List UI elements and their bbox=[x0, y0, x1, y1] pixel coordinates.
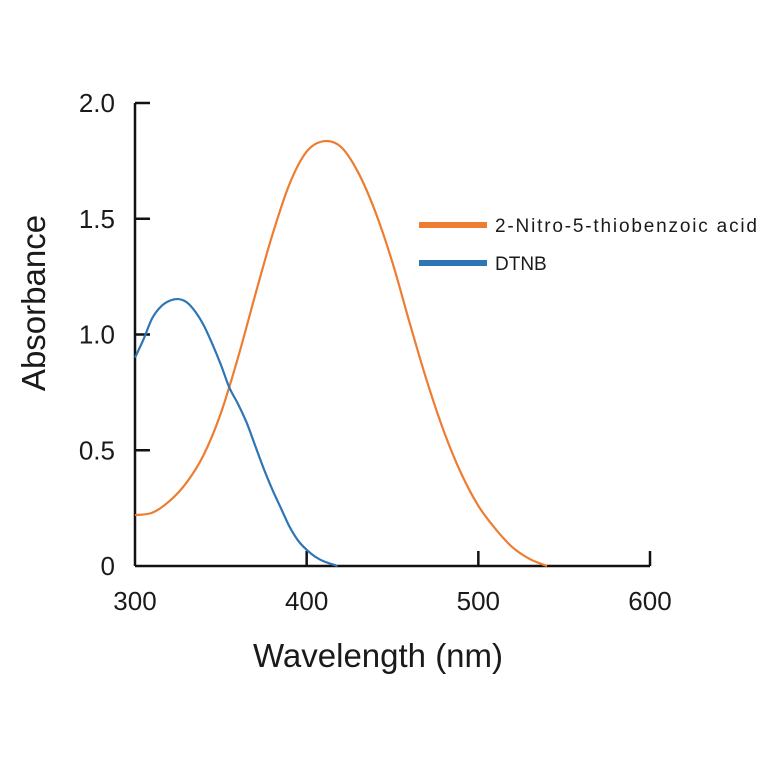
legend: 2-Nitro-5-thiobenzoic acid DTNB bbox=[419, 216, 757, 275]
x-tick-label: 400 bbox=[285, 586, 328, 616]
series-lines bbox=[134, 139, 548, 568]
legend-label: DTNB bbox=[495, 254, 547, 275]
x-axis-label: Wavelength (nm) bbox=[253, 637, 503, 674]
y-tick-label: 1.5 bbox=[79, 204, 115, 234]
y-tick-label: 1.0 bbox=[79, 320, 115, 350]
x-tick-label: 500 bbox=[457, 586, 500, 616]
legend-label: 2-Nitro-5-thiobenzoic acid bbox=[495, 216, 757, 237]
y-tick-label: 2.0 bbox=[79, 88, 115, 118]
y-tick-label: 0 bbox=[101, 551, 115, 581]
y-axis-label: Absorbance bbox=[15, 215, 52, 391]
x-tick-label: 300 bbox=[113, 586, 156, 616]
series-line-dtnb bbox=[134, 297, 338, 568]
series-line-nitrothiobenzoic-acid bbox=[134, 139, 548, 568]
y-tick-label: 0.5 bbox=[79, 435, 115, 465]
axes: 0 0.5 1.0 1.5 2.0 300 400 500 600 bbox=[79, 88, 672, 616]
x-tick-label: 600 bbox=[628, 586, 671, 616]
